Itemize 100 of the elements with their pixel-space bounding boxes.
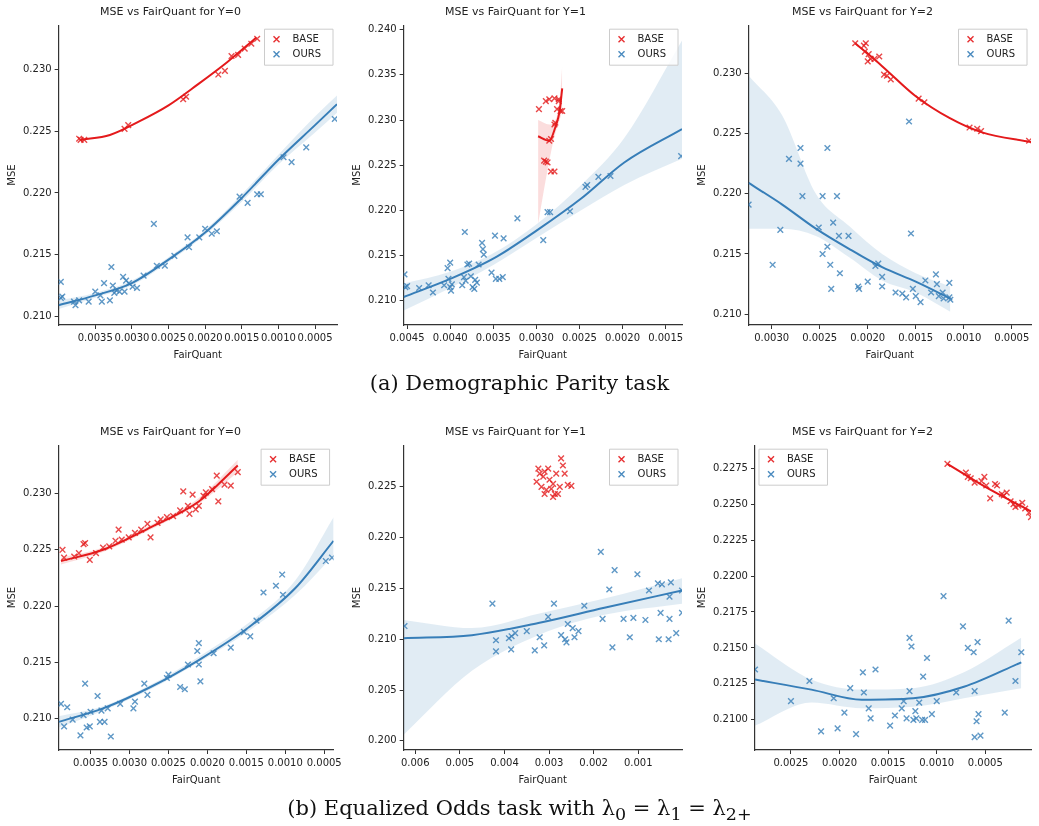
y-tick-label: 0.210: [367, 294, 397, 306]
point: [208, 230, 216, 238]
point: [440, 281, 448, 289]
x-tick-label: 0.0020: [605, 331, 641, 343]
x-tick-label: 0.0025: [802, 331, 838, 343]
point: [566, 207, 574, 215]
point: [189, 491, 197, 499]
point: [415, 284, 423, 292]
point: [488, 600, 496, 608]
point: [919, 673, 927, 681]
point: [819, 192, 827, 200]
x-tick-label: 0.0005: [967, 756, 1003, 768]
point: [247, 40, 255, 48]
point: [594, 173, 602, 181]
point: [569, 624, 577, 632]
x-tick-label: 0.0015: [648, 331, 684, 343]
x-tick-label: 0.0010: [946, 331, 982, 343]
x-tick-label: 0.0020: [850, 331, 886, 343]
point: [817, 727, 825, 735]
chart-title: MSE vs FairQuant for Y=2: [791, 5, 934, 19]
legend-label: OURS: [637, 47, 667, 59]
point: [69, 716, 77, 724]
point: [986, 494, 994, 502]
point: [244, 199, 252, 207]
point: [645, 586, 653, 595]
point: [499, 273, 507, 281]
point: [227, 482, 235, 490]
point: [902, 293, 910, 301]
point: [539, 236, 547, 244]
point: [87, 708, 95, 716]
point: [836, 269, 844, 277]
point: [91, 288, 99, 296]
point: [81, 680, 89, 688]
point: [945, 279, 953, 287]
point: [153, 262, 161, 270]
point: [943, 460, 951, 468]
point: [150, 220, 158, 228]
point: [63, 703, 71, 711]
point: [531, 646, 539, 654]
text: (a) Demographic Parity task: [368, 371, 671, 395]
point: [846, 684, 854, 692]
point: [667, 578, 675, 586]
x-tick-label: 0.0025: [151, 331, 187, 343]
x-tick-label: 0.001: [623, 756, 653, 768]
text: (b) Equalized Odds task with λ$_{0}$ = λ$_{1}$ = λ$_{2+}$: [286, 796, 753, 825]
point: [221, 481, 229, 489]
point: [536, 633, 544, 641]
point: [252, 617, 260, 625]
point: [923, 654, 931, 662]
point: [170, 252, 178, 260]
y-tick-label: 0.215: [367, 249, 397, 261]
x-axis-title: FairQuant: [518, 348, 568, 360]
y-axis-title: MSE: [5, 164, 17, 186]
point: [491, 232, 499, 240]
point: [933, 697, 941, 705]
point: [823, 243, 831, 251]
y-tick-label: 0.215: [22, 248, 52, 260]
x-tick-label: 0.0015: [870, 756, 906, 768]
point: [907, 229, 915, 238]
point: [523, 627, 531, 635]
point: [92, 549, 100, 557]
point: [107, 263, 115, 271]
point: [535, 105, 543, 113]
point: [827, 285, 835, 293]
point: [823, 144, 831, 152]
x-tick-label: 0.0020: [822, 756, 858, 768]
point: [58, 278, 65, 286]
y-tick-label: 0.215: [712, 247, 742, 259]
point: [970, 648, 978, 656]
y-tick-label: 0.210: [22, 712, 52, 724]
point: [288, 158, 296, 166]
point: [195, 660, 203, 669]
point: [195, 233, 203, 241]
y-tick-label: 0.2100: [712, 713, 748, 725]
point: [492, 636, 500, 644]
point: [964, 644, 972, 652]
point: [959, 622, 967, 630]
legend-label: OURS: [289, 467, 318, 479]
point: [143, 520, 151, 528]
point: [552, 470, 560, 478]
point: [833, 192, 841, 200]
point: [928, 710, 936, 718]
point: [234, 51, 242, 59]
point: [513, 214, 521, 222]
point: [1005, 617, 1013, 625]
point: [76, 731, 84, 739]
point: [859, 668, 867, 676]
x-tick-label: 0.0030: [754, 331, 790, 343]
point: [620, 615, 628, 623]
point: [429, 288, 437, 297]
point: [488, 269, 496, 277]
point: [137, 526, 145, 534]
point: [302, 143, 310, 151]
legend-label: OURS: [292, 47, 322, 59]
y-tick-label: 0.230: [22, 63, 52, 75]
point: [279, 591, 287, 599]
point: [234, 468, 242, 476]
point: [907, 642, 915, 651]
legend-label: OURS: [786, 467, 816, 479]
x-tick-label: 0.0045: [389, 331, 425, 343]
